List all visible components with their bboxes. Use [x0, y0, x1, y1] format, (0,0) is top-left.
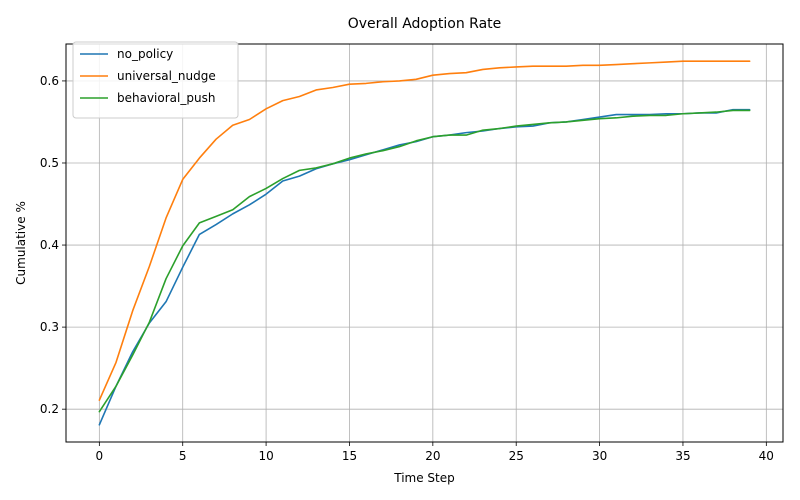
x-tick-label: 0	[96, 449, 104, 463]
legend-box	[72, 41, 239, 119]
plot-area-frame	[65, 43, 784, 443]
y-tick-label: 0.4	[40, 238, 59, 252]
legend-label-universal-nudge: universal_nudge	[117, 69, 216, 83]
x-axis-ticks: 0 5 10 15 20 25 30 35 40	[96, 442, 774, 463]
x-tick-label: 30	[592, 449, 607, 463]
legend-label-no-policy: no_policy	[117, 47, 173, 61]
y-tick-label: 0.5	[40, 156, 59, 170]
y-axis-ticks: 0.2 0.3 0.4 0.5 0.6	[40, 74, 66, 416]
x-tick-label: 25	[509, 449, 524, 463]
x-axis-label: Time Step	[393, 471, 455, 485]
legend-label-behavioral-push: behavioral_push	[117, 91, 215, 105]
x-tick-label: 20	[425, 449, 440, 463]
x-tick-label: 5	[179, 449, 187, 463]
x-tick-label: 15	[342, 449, 357, 463]
x-tick-label: 10	[258, 449, 273, 463]
y-tick-label: 0.6	[40, 74, 59, 88]
y-tick-label: 0.2	[40, 402, 59, 416]
series-lines	[98, 60, 751, 426]
grid-lines	[66, 44, 783, 442]
y-tick-label: 0.3	[40, 320, 59, 334]
legend: no_policy universal_nudge behavioral_pus…	[72, 41, 239, 119]
x-tick-label: 35	[675, 449, 690, 463]
y-axis-label: Cumulative %	[14, 201, 28, 285]
series-line-behavioral-push	[98, 109, 751, 413]
series-line-universal-nudge	[98, 60, 751, 401]
chart-title: Overall Adoption Rate	[348, 16, 502, 32]
x-tick-label: 40	[759, 449, 774, 463]
